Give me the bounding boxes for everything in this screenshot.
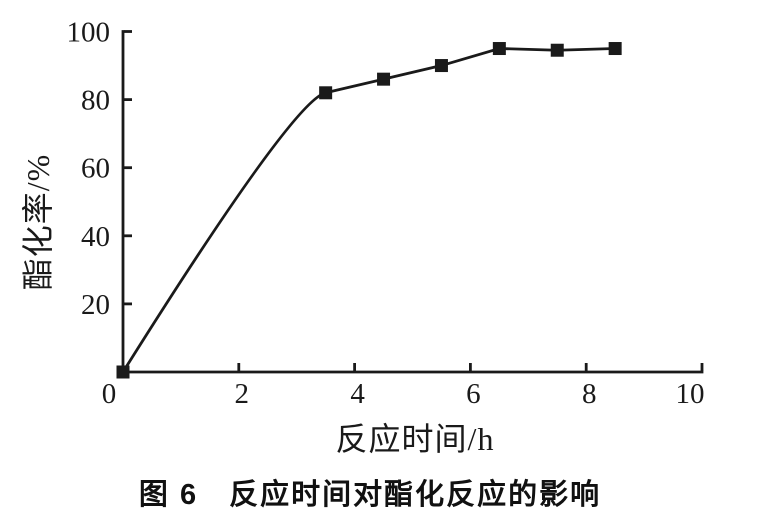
- x-axis-label: 反应时间/h: [335, 421, 495, 457]
- data-point-marker: [116, 365, 130, 379]
- y-tick-label: 80: [81, 85, 110, 117]
- x-tick-label: 0: [102, 378, 117, 410]
- x-tick-label: 2: [235, 378, 250, 410]
- figure-caption: 图 6 反应时间对酯化反应的影响: [138, 479, 602, 511]
- x-tick-label: 8: [582, 378, 597, 410]
- x-tick-label: 6: [466, 378, 481, 410]
- data-point-marker: [319, 86, 333, 100]
- y-tick-label: 20: [81, 289, 110, 321]
- data-point-marker: [434, 59, 448, 73]
- line-chart-canvas: 0 2 4 6 8 10 20 40 60 80 100: [67, 17, 705, 411]
- y-tick-label: 40: [81, 221, 110, 253]
- x-tick-label: 10: [676, 378, 705, 410]
- data-point-marker: [608, 42, 622, 56]
- y-tick-label: 100: [67, 17, 111, 49]
- data-point-marker: [550, 43, 564, 57]
- y-axis-label: 酯化率/%: [20, 153, 56, 291]
- series-line: [121, 47, 616, 373]
- data-point-marker: [492, 42, 506, 56]
- y-tick-label: 60: [81, 153, 110, 185]
- data-point-marker: [377, 72, 391, 86]
- x-tick-label: 4: [350, 378, 365, 410]
- axis-lines: [121, 30, 704, 374]
